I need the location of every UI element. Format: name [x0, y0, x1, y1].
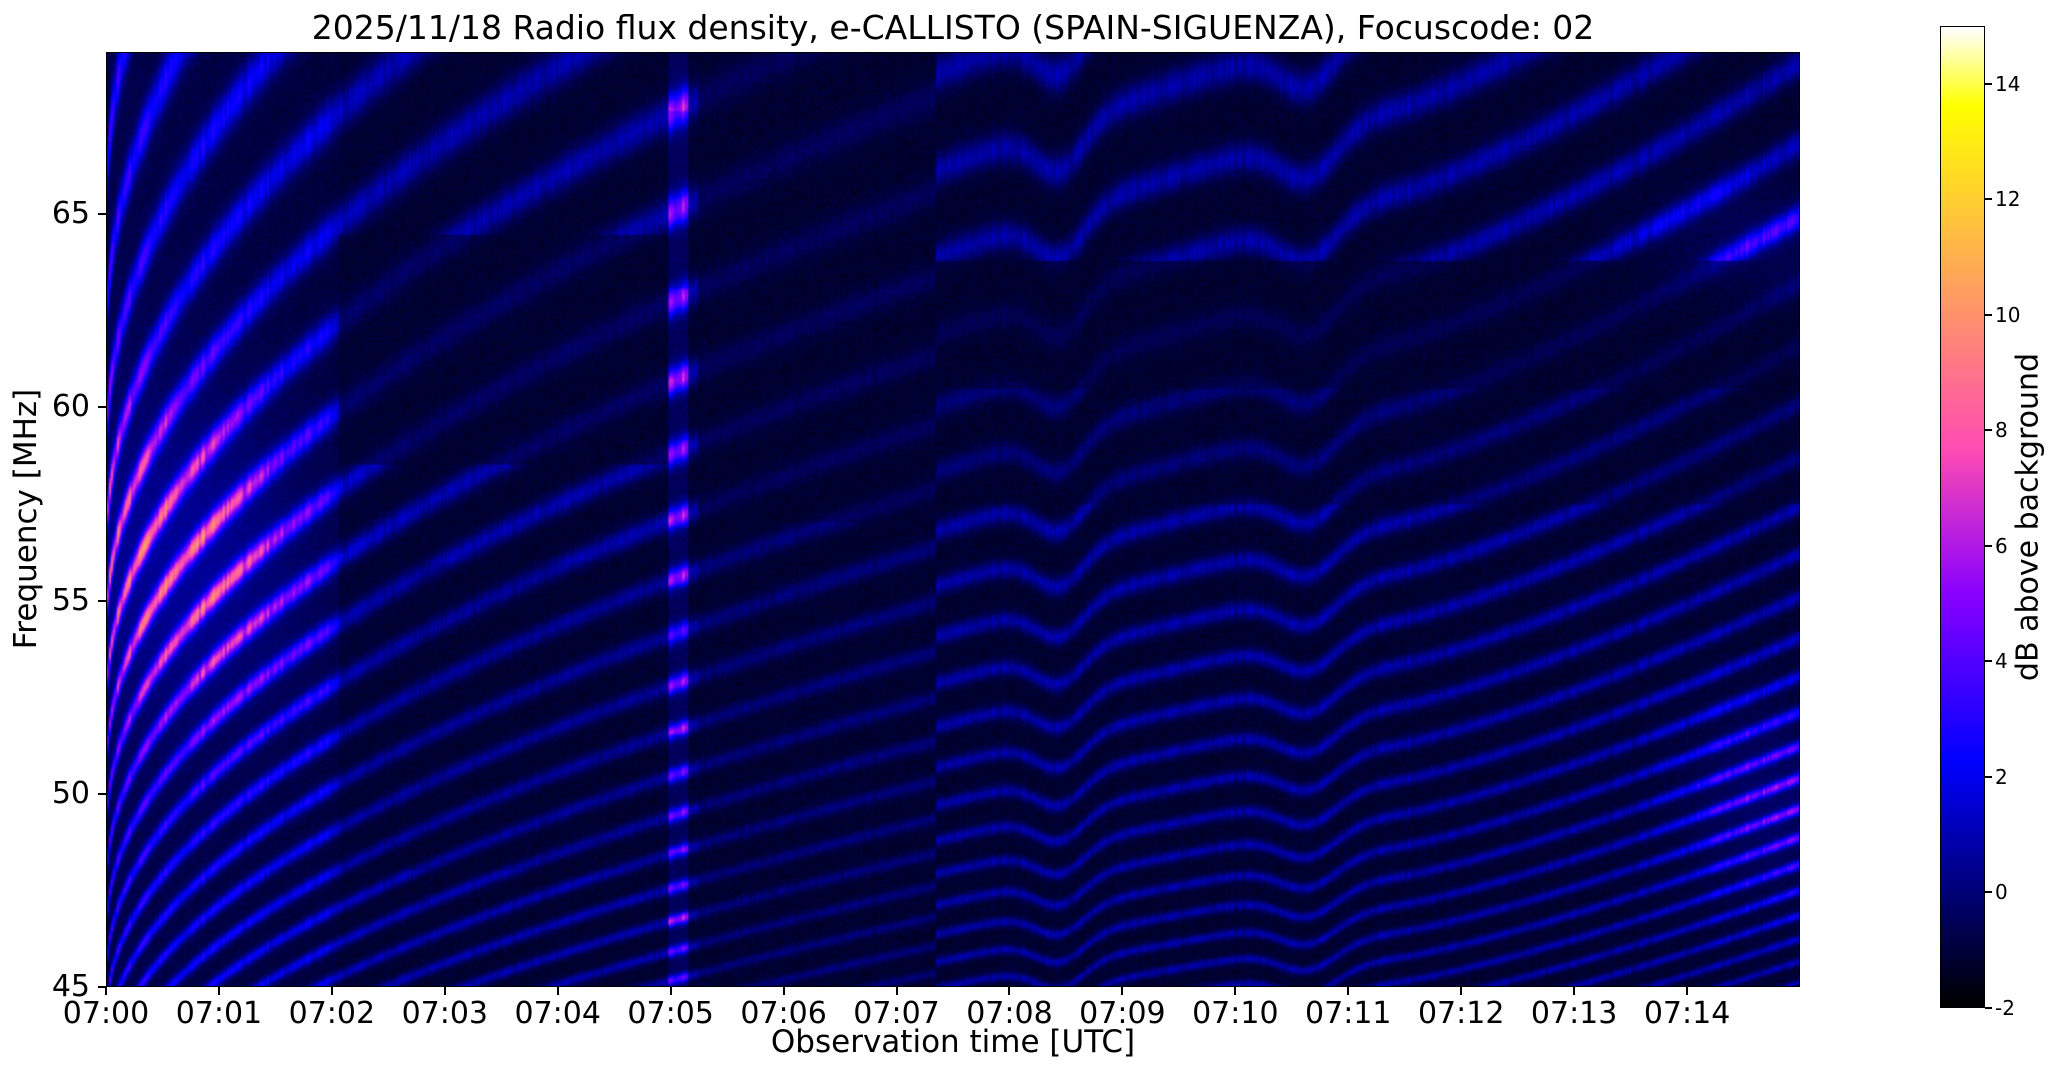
- y-tick-mark: [98, 213, 106, 216]
- y-tick-label: 65: [51, 196, 90, 232]
- colorbar-tick-mark: [1985, 198, 1992, 201]
- x-tick-label: 07:10: [1192, 996, 1279, 1031]
- colorbar-tick-label: 2: [1995, 764, 2008, 789]
- colorbar-tick-mark: [1985, 313, 1992, 316]
- x-tick-mark: [1347, 987, 1350, 995]
- x-tick-label: 07:04: [514, 996, 601, 1031]
- x-tick-label: 07:02: [288, 996, 376, 1031]
- colorbar-tick-mark: [1985, 891, 1992, 894]
- y-tick-mark: [98, 406, 106, 409]
- x-tick-label: 07:12: [1417, 996, 1505, 1031]
- colorbar-tick-label: 4: [1995, 649, 2008, 674]
- colorbar-tick-mark: [1985, 1007, 1992, 1009]
- colorbar-tick-mark: [1985, 82, 1992, 85]
- x-tick-mark: [1686, 987, 1689, 995]
- colorbar-tick-mark: [1985, 544, 1992, 547]
- colorbar-tick-mark: [1985, 775, 1992, 778]
- colorbar-label: dB above background: [2010, 352, 2046, 682]
- x-tick-label: 07:14: [1643, 996, 1731, 1031]
- colorbar-tick-label: 10: [1995, 302, 2021, 327]
- colorbar-tick-label: 0: [1995, 880, 2008, 905]
- x-tick-label: 07:00: [62, 996, 150, 1031]
- y-tick-label: 60: [51, 389, 90, 425]
- x-tick-mark: [556, 987, 559, 995]
- x-tick-mark: [669, 987, 672, 995]
- x-tick-label: 07:13: [1530, 996, 1618, 1031]
- colorbar-tick-label: 12: [1995, 187, 2021, 212]
- x-tick-label: 07:03: [401, 996, 489, 1031]
- y-tick-label: 45: [51, 969, 90, 1004]
- x-tick-label: 07:06: [740, 996, 827, 1031]
- x-tick-mark: [1008, 987, 1011, 995]
- colorbar-tick-mark: [1985, 429, 1992, 432]
- x-tick-mark: [1460, 987, 1463, 995]
- y-tick-label: 55: [51, 582, 90, 618]
- x-tick-mark: [1234, 987, 1237, 995]
- x-tick-mark: [443, 987, 446, 995]
- plot-area: [106, 52, 1800, 987]
- x-tick-mark: [330, 987, 333, 995]
- y-tick-mark: [98, 599, 106, 602]
- colorbar-tick-label: 6: [1995, 533, 2008, 558]
- colorbar: [1940, 26, 1985, 1008]
- x-tick-label: 07:05: [627, 996, 714, 1031]
- x-tick-mark: [217, 987, 220, 995]
- y-tick-label: 50: [51, 775, 90, 811]
- y-tick-mark: [98, 986, 106, 988]
- colorbar-tick-label: 8: [1995, 418, 2008, 443]
- y-tick-mark: [98, 792, 106, 795]
- colorbar-tick-mark: [1985, 660, 1992, 663]
- x-tick-label: 07:01: [175, 996, 263, 1031]
- x-tick-mark: [895, 987, 898, 995]
- colorbar-gradient: [1941, 27, 1984, 1007]
- x-tick-label: 07:07: [853, 996, 940, 1031]
- colorbar-tick-label: -2: [1995, 996, 2015, 1020]
- x-tick-label: 07:09: [1079, 996, 1166, 1031]
- chart-title: 2025/11/18 Radio flux density, e-CALLIST…: [311, 8, 1595, 47]
- x-tick-mark: [782, 987, 785, 995]
- x-tick-label: 07:08: [966, 996, 1053, 1031]
- x-tick-mark: [1121, 987, 1124, 995]
- colorbar-tick-label: 14: [1995, 71, 2021, 96]
- x-axis-label: Observation time [UTC]: [770, 1024, 1136, 1060]
- x-tick-mark: [1573, 987, 1576, 995]
- x-tick-mark: [105, 987, 107, 995]
- x-tick-label: 07:11: [1305, 996, 1392, 1031]
- spectrogram-heatmap: [107, 53, 1799, 986]
